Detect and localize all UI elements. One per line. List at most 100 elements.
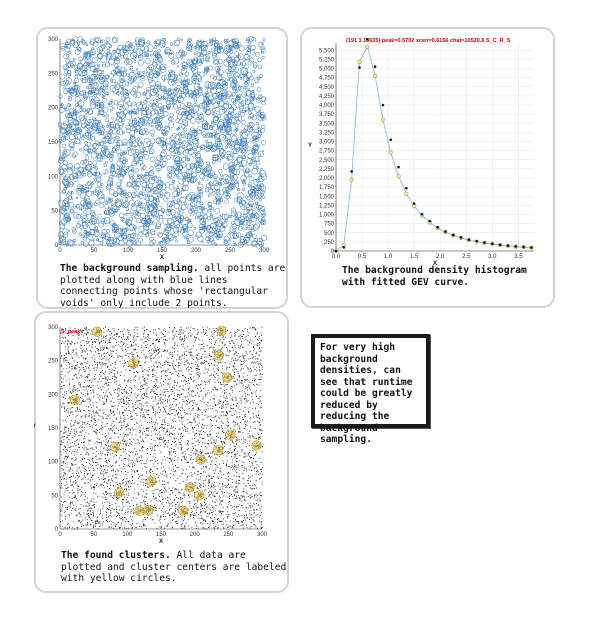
clu-y-tick-label: 250 [48, 359, 59, 365]
hist-y-tick-label: 3,000 [319, 140, 335, 146]
hist-title: (191 3 13635) peak=0.5702 xcen=0.6156 ch… [346, 38, 511, 44]
cluster-center [184, 482, 196, 493]
bg-x-tick-label: 150 [157, 248, 168, 254]
hist-y-tick-label: 250 [324, 240, 335, 246]
hist-data-point [459, 236, 463, 239]
hist-x-tick-label: 1.5 [410, 254, 419, 260]
hist-data-point [428, 219, 432, 223]
hist-fit-point [372, 73, 378, 78]
hist-fit-point [388, 150, 393, 155]
hist-y-tick-label: 3,750 [319, 112, 335, 118]
cluster-center [195, 454, 206, 465]
hist-data-point [491, 242, 494, 246]
bg-y-tick-label: 150 [48, 140, 59, 146]
bg-y-tick-label: 50 [51, 209, 58, 215]
clu-y-tick-label: 300 [48, 325, 59, 331]
hist-fit-curve [335, 45, 532, 252]
note-text: For very high background densities, can … [320, 342, 413, 445]
cluster-center [110, 441, 121, 452]
panel-background-sampling: 050100150200250300050100150200250300XY T… [36, 27, 288, 309]
cluster-center [221, 372, 233, 383]
hist-data-point [420, 212, 424, 216]
hist-data-point [381, 103, 385, 107]
hist-data-point [436, 225, 439, 229]
hist-data-point [506, 244, 510, 248]
hist-data-point [412, 202, 416, 205]
hist-data-point [530, 246, 533, 249]
hist-x-tick-label: 0.0 [332, 254, 341, 260]
hist-data-point [522, 245, 525, 249]
clu-y-tick-label: 0 [55, 527, 59, 533]
clu-x-tick-label: 100 [122, 532, 133, 538]
bg-x-tick-label: 0 [58, 248, 62, 254]
found-clusters-chart: 0 50 100 150 200 250 300 0 50 100 150 200 250 300 X Y S_… [34, 325, 268, 545]
bg-sampling-voids [57, 36, 267, 249]
clu-y-tick-label: 200 [48, 392, 59, 398]
hist-y-tick-label: 0 [331, 249, 335, 255]
hist-fit-point [380, 117, 385, 122]
clu-tag: S_peaks [61, 329, 83, 335]
clu-x-tick-label: 300 [257, 532, 268, 538]
hist-y-tick-label: 2,500 [319, 158, 335, 164]
hist-data-point [467, 238, 471, 241]
hist-fit-point [396, 174, 401, 179]
clu-x-tick-label: 150 [156, 532, 167, 538]
hist-data-point [444, 230, 447, 233]
hist-x-tick-label: 1.0 [384, 254, 393, 260]
clu-x-axis-label: X [159, 539, 163, 545]
panel2-caption: The background density histogram with fi… [342, 265, 542, 288]
hist-y-tick-label: 750 [324, 222, 335, 228]
cluster-center [213, 350, 225, 361]
hist-data-point [334, 249, 338, 253]
hist-y-tick-label: 2,250 [319, 167, 335, 173]
hist-x-tick-label: 2.5 [462, 254, 471, 260]
density-histogram-chart: 0.0 0.5 1.0 1.5 2.0 2.5 3.0 3.5 0 250 500 750 1,000 1… [308, 38, 534, 267]
hist-y-tick-label: 3,500 [319, 121, 335, 127]
clu-y-axis-label: Y [34, 424, 36, 430]
clu-x-tick-label: 50 [90, 532, 97, 538]
bg-y-tick-label: 0 [55, 243, 59, 249]
panel3-caption: The found clusters. All data are plotted… [61, 550, 289, 585]
hist-y-tick-label: 4,000 [319, 103, 335, 109]
hist-data-point [397, 165, 400, 169]
cluster-center [178, 505, 189, 516]
hist-data-point [373, 65, 377, 69]
bg-y-tick-label: 200 [48, 106, 59, 112]
hist-x-tick-label: 3.0 [488, 254, 497, 260]
bg-x-tick-label: 250 [225, 248, 236, 254]
hist-y-tick-label: 2,750 [319, 149, 335, 155]
cluster-center [134, 505, 145, 516]
hist-y-tick-label: 2,000 [319, 176, 335, 182]
cluster-center [91, 326, 103, 337]
bg-x-tick-label: 200 [191, 248, 202, 254]
hist-y-tick-label: 4,250 [319, 94, 335, 100]
hist-fit-point [349, 177, 354, 182]
bg-y-tick-label: 100 [48, 174, 59, 180]
hist-data-point [342, 246, 346, 249]
clu-y-tick-label: 100 [48, 460, 59, 466]
hist-y-tick-label: 1,250 [319, 203, 335, 209]
cluster-center [146, 476, 157, 487]
panel3-caption-title: The found clusters. [61, 550, 171, 561]
hist-data-point [483, 241, 486, 244]
bg-sampling-points [57, 36, 267, 249]
clu-y-tick-label: 150 [48, 426, 59, 432]
panel1-caption: The background sampling. all points are … [60, 263, 286, 309]
hist-data-point [498, 243, 502, 247]
bg-y-tick-label: 250 [48, 71, 59, 77]
hist-x-tick-label: 0.5 [358, 254, 367, 260]
hist-data-point [358, 66, 361, 69]
bg-x-tick-label: 300 [259, 248, 270, 254]
hist-fit-point [365, 44, 370, 49]
hist-fit-point [357, 59, 362, 65]
hist-fit-point [404, 191, 409, 196]
hist-data-point [389, 138, 393, 142]
cluster-center [143, 505, 154, 516]
clu-y-tick-label: 50 [51, 493, 58, 499]
panel1-caption-title: The background sampling. [60, 263, 199, 274]
cluster-center [216, 325, 227, 337]
bg-x-tick-label: 100 [123, 248, 134, 254]
hist-y-tick-label: 500 [324, 231, 335, 237]
hist-data-point [451, 233, 455, 237]
hist-y-tick-label: 4,750 [319, 76, 335, 82]
